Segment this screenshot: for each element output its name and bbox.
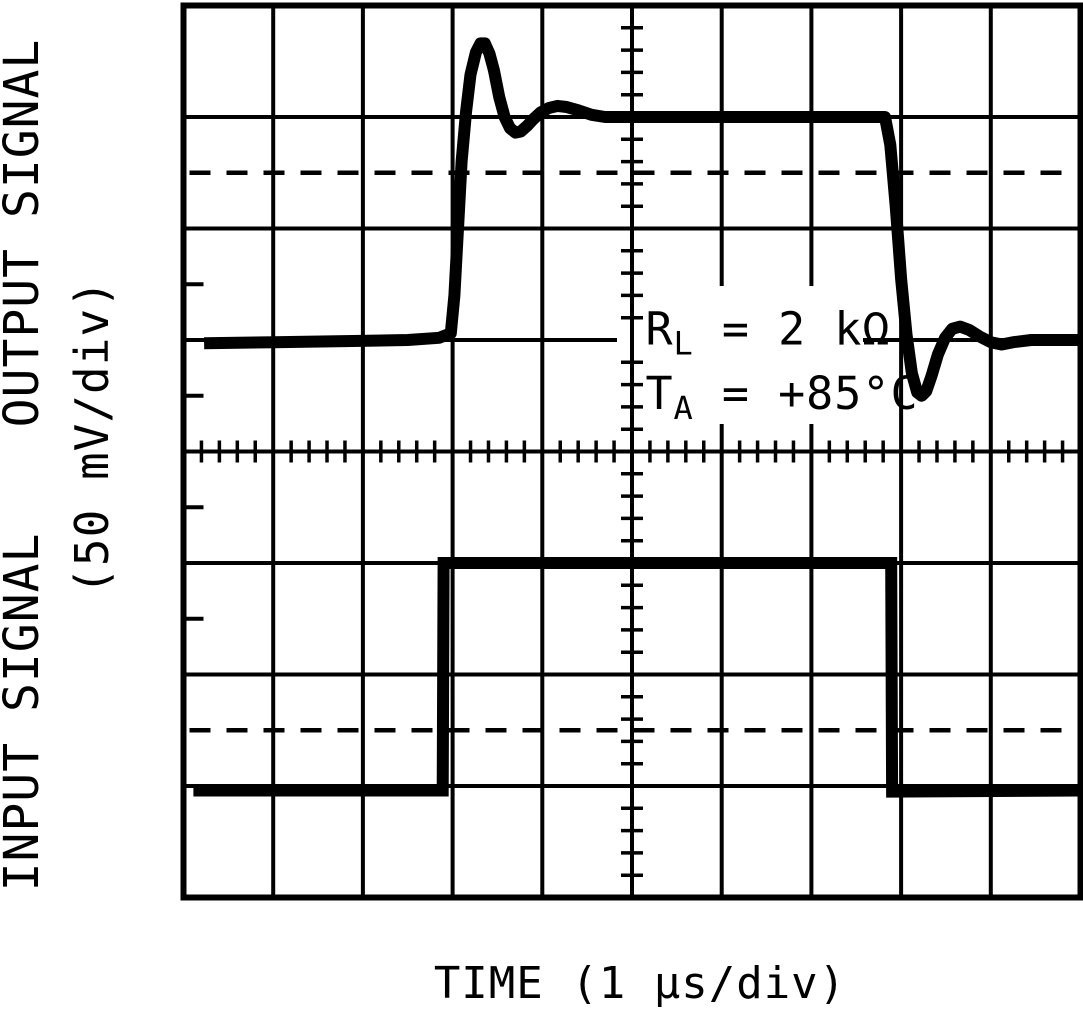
annotation-line: RL = 2 kΩ [645, 302, 890, 362]
graticule-border [180, 2, 1083, 901]
x-axis-label: TIME (1 µs/div) [434, 958, 846, 1009]
input-trace [193, 557, 1081, 798]
y-axis-label-input: INPUT SIGNAL [0, 533, 50, 892]
output-trace [204, 37, 1081, 402]
graticule [180, 2, 1083, 901]
subscript: L [674, 324, 694, 362]
annotation-line: TA = +85°C [645, 367, 918, 427]
subscript: A [674, 389, 694, 427]
y-axis-units-label: (50 mV/div) [65, 279, 119, 595]
y-axis-label-output: OUTPUT SIGNAL [0, 39, 50, 428]
annotation-backdrop [617, 286, 863, 424]
waveform-traces [193, 37, 1081, 798]
